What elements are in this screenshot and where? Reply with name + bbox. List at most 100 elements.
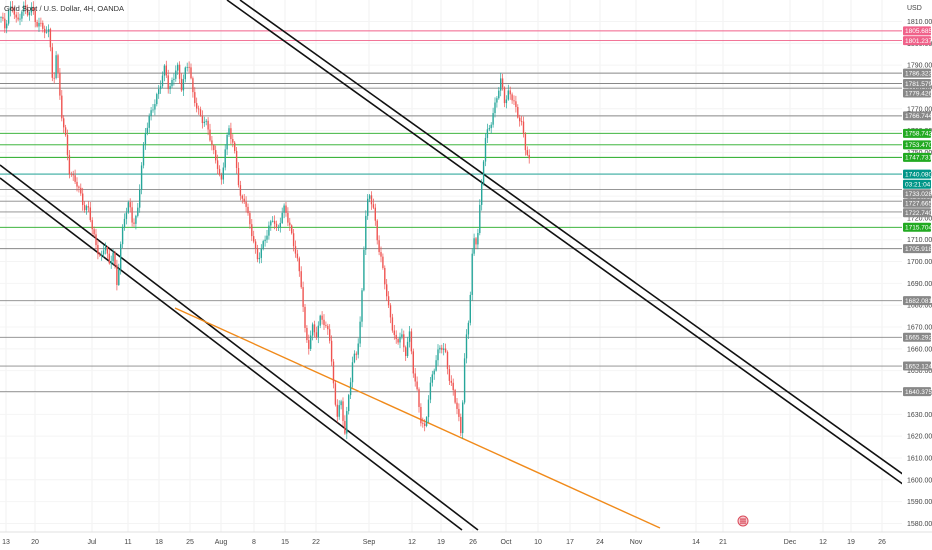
candle-body — [477, 233, 479, 245]
price-level-tag — [903, 222, 931, 232]
candle-body — [462, 402, 464, 434]
candle-body — [213, 145, 215, 151]
candle-body — [19, 18, 21, 20]
price-level-tag-label: 1705.918 — [905, 246, 932, 253]
time-axis[interactable] — [0, 532, 932, 550]
time-axis-label: 18 — [155, 539, 163, 546]
candle-body — [152, 109, 154, 111]
event-flag-icon[interactable] — [737, 515, 749, 527]
candle-body — [26, 8, 29, 16]
candle-body — [234, 142, 236, 151]
candle-body — [361, 290, 363, 322]
candle-body — [222, 167, 224, 180]
price-level-tag-label: 1758.742 — [905, 131, 932, 138]
candle-body — [216, 160, 219, 169]
candle-body — [72, 174, 74, 176]
candle-body — [131, 207, 133, 223]
price-axis-label: 1790.000 — [907, 63, 932, 70]
candle-body — [232, 139, 234, 143]
candle-body — [454, 390, 456, 403]
candle-body — [102, 250, 105, 255]
candle-body — [237, 167, 240, 186]
price-level-tag-label: 1805.685 — [905, 28, 932, 35]
trend-channel-lines[interactable] — [0, 0, 932, 531]
price-candles — [0, 0, 530, 440]
channel-line-lower-b[interactable] — [0, 177, 463, 531]
candle-body — [273, 220, 276, 224]
candle-body — [431, 374, 433, 383]
price-level-tag — [903, 387, 931, 397]
candle-body — [401, 334, 403, 337]
candle-body — [159, 86, 162, 90]
price-axis-label: 1630.000 — [907, 412, 932, 419]
candle-body — [49, 29, 52, 48]
price-level-tag-label: 1753.470 — [905, 142, 932, 149]
candle-body — [289, 222, 291, 226]
candle-body — [469, 294, 471, 323]
candle-body — [256, 248, 259, 260]
candle-body — [135, 215, 137, 224]
channel-line-upper-a[interactable] — [226, 0, 932, 506]
candle-body — [321, 315, 323, 320]
time-axis-label: 21 — [719, 539, 727, 546]
candle-body — [245, 201, 247, 207]
price-axis-label: 1670.000 — [907, 325, 932, 332]
price-level-tag-label: 1801.237 — [905, 38, 932, 45]
candle-body — [194, 92, 196, 104]
candle-body — [376, 220, 378, 241]
candle-body — [247, 206, 249, 214]
candle-body — [186, 66, 188, 68]
candle-body — [395, 334, 397, 340]
candle-body — [140, 165, 143, 190]
price-level-tag-label: 1652.124 — [905, 363, 932, 370]
price-level-tag-label: 1640.375 — [905, 389, 932, 396]
candle-body — [264, 239, 266, 242]
candle-body — [342, 401, 344, 421]
price-axis-label: 1700.000 — [907, 259, 932, 266]
candle-body — [424, 423, 426, 426]
candle-body — [28, 12, 31, 16]
candle-body — [425, 417, 428, 426]
candle-body — [323, 319, 325, 326]
trend-line-orange[interactable] — [174, 307, 661, 529]
candle-body — [344, 420, 346, 434]
currency-label: USD — [907, 5, 922, 12]
candle-body — [9, 6, 12, 11]
price-axis-label: 1620.000 — [907, 434, 932, 441]
price-level-tag-label: 1781.579 — [905, 81, 932, 88]
candle-body — [243, 198, 245, 202]
candle-body — [467, 322, 470, 335]
candle-body — [405, 347, 407, 357]
channel-line-upper-b[interactable] — [239, 0, 932, 496]
candle-body — [370, 195, 373, 205]
candle-body — [374, 207, 376, 221]
candle-body — [443, 348, 445, 350]
candle-body — [258, 257, 261, 260]
candle-body — [180, 78, 183, 91]
candle-body — [298, 258, 300, 272]
candle-body — [302, 287, 304, 307]
candle-body — [106, 246, 109, 254]
candle-body — [173, 78, 175, 80]
candle-body — [304, 306, 306, 328]
candle-body — [207, 120, 209, 130]
candle-body — [418, 389, 420, 407]
candle-body — [393, 330, 395, 335]
candle-body — [389, 305, 392, 318]
candle-body — [528, 154, 530, 159]
candle-body — [515, 101, 517, 108]
candle-body — [441, 347, 443, 350]
horizontal-grid — [0, 20, 902, 524]
candle-body — [201, 115, 204, 124]
candle-body — [192, 78, 194, 93]
candle-body — [494, 102, 496, 114]
price-axis-label: 1770.000 — [907, 106, 932, 113]
candle-body — [85, 206, 88, 211]
candle-body — [334, 383, 337, 405]
channel-line-lower-a[interactable] — [0, 164, 479, 531]
price-axis-label: 1580.000 — [907, 521, 932, 528]
candle-body — [23, 5, 25, 12]
candle-body — [332, 361, 335, 384]
candle-body — [82, 193, 84, 206]
